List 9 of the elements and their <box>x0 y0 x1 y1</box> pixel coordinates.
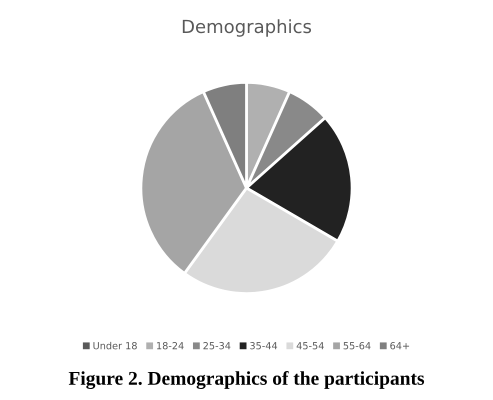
caption: Figure 2. Demographics of the participants <box>68 371 424 389</box>
legend-label: 18-24 <box>157 342 184 350</box>
legend-label: 55-64 <box>344 342 371 350</box>
chart-title: Demographics <box>182 19 312 37</box>
legend-label: 64+ <box>390 342 410 350</box>
legend-label: 45-54 <box>296 342 324 350</box>
legend-label: 25-34 <box>203 342 230 350</box>
legend-label: 35-44 <box>250 342 278 350</box>
legend-label: Under 18 <box>93 342 137 350</box>
